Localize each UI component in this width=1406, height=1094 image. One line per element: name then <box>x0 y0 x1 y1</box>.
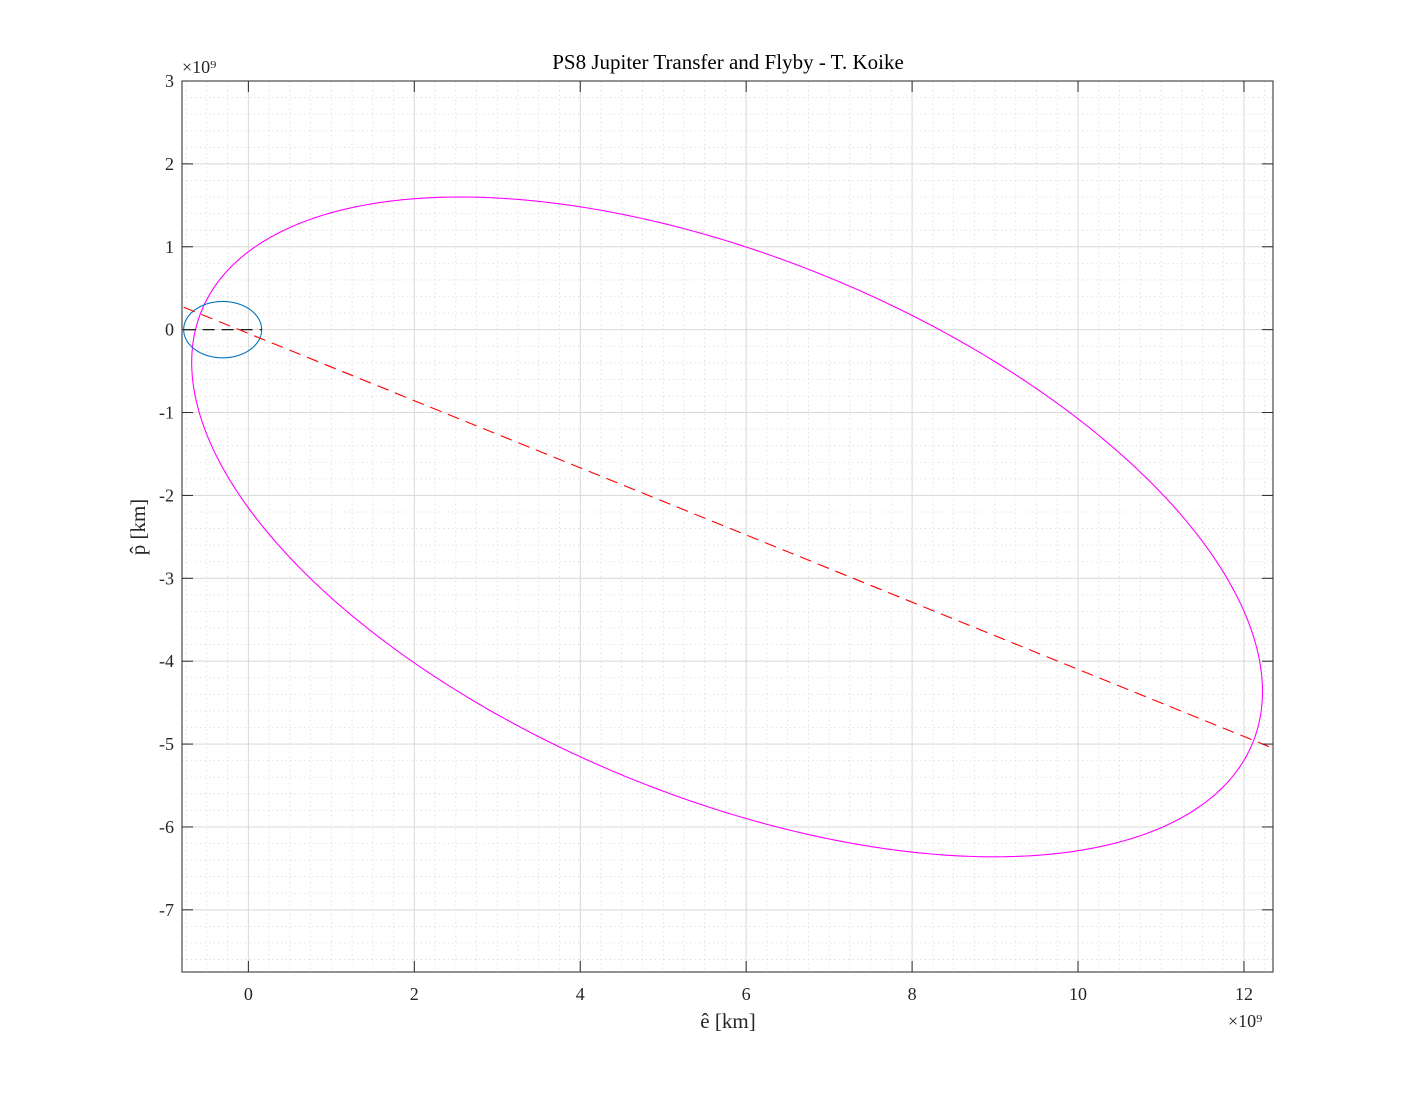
y-tick-label: 3 <box>165 71 174 91</box>
y-axis-label: p̂ [km] <box>126 499 150 556</box>
x-tick-label: 2 <box>410 984 419 1004</box>
major-grid <box>182 80 1273 972</box>
x-tick-label: 8 <box>908 984 917 1004</box>
x-exponent-label: ×10⁹ <box>1228 1011 1262 1031</box>
axes-background <box>182 81 1273 972</box>
y-tick-label: 1 <box>165 237 174 257</box>
x-tick-labels: 0 2 4 6 8 10 12 <box>244 984 1253 1004</box>
chart-title: PS8 Jupiter Transfer and Flyby - T. Koik… <box>552 50 904 74</box>
y-tick-label: -1 <box>159 403 174 423</box>
y-tick-label: 2 <box>165 154 174 174</box>
y-tick-labels: 3 2 1 0 -1 -2 -3 -4 -5 -6 -7 <box>159 71 174 920</box>
series-ellipse-0 <box>191 196 1264 858</box>
y-tick-label: -3 <box>159 568 174 588</box>
y-exponent-label: ×10⁹ <box>182 57 216 77</box>
y-tick-label: -6 <box>159 817 174 837</box>
x-tick-label: 6 <box>742 984 751 1004</box>
x-tick-label: 12 <box>1235 984 1253 1004</box>
y-tick-label: -7 <box>159 900 174 920</box>
ticks <box>182 80 1273 972</box>
series-line-2 <box>183 306 1270 748</box>
x-axis-label: ê [km] <box>700 1009 755 1033</box>
y-tick-label: -2 <box>159 485 174 505</box>
x-tick-label: 0 <box>244 984 253 1004</box>
y-tick-label: -4 <box>159 651 174 671</box>
y-tick-label: -5 <box>159 734 174 754</box>
x-tick-label: 4 <box>576 984 585 1004</box>
y-tick-label: 0 <box>165 320 174 340</box>
x-tick-label: 10 <box>1069 984 1087 1004</box>
axes-box <box>181 80 1274 973</box>
